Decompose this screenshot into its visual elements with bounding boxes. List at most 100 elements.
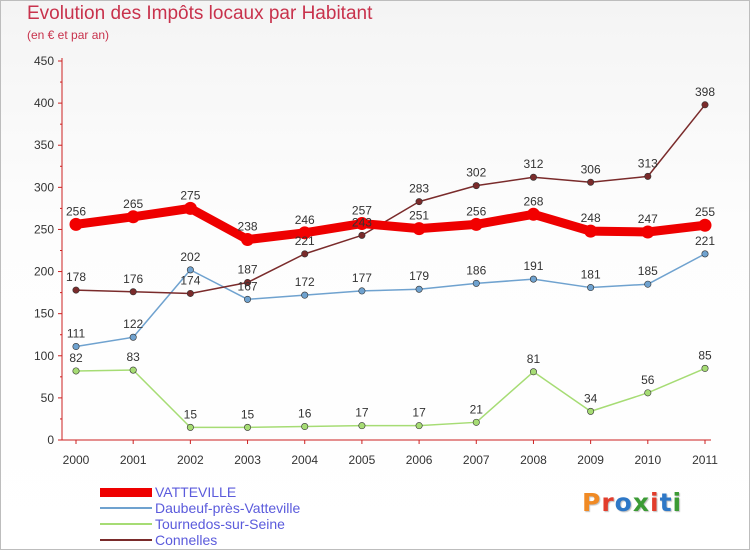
data-label-tournedos-sur-seine: 17 [412, 406, 426, 420]
x-tick-label: 2001 [120, 453, 147, 467]
data-point-tournedos-sur-seine [72, 367, 80, 375]
data-point-vatteville [526, 207, 540, 221]
data-point-connelles [644, 172, 652, 180]
data-point-daubeuf-pr-s-vatteville [129, 333, 137, 341]
data-point-vatteville [183, 201, 197, 215]
x-tick-label: 2010 [634, 453, 661, 467]
series-line-daubeuf-pr-s-vatteville [75, 253, 706, 348]
x-tick-label: 2002 [177, 453, 204, 467]
series-line-connelles [75, 104, 706, 295]
data-label-connelles: 221 [295, 234, 315, 248]
logo-letter: t [659, 488, 673, 517]
data-label-connelles: 187 [238, 263, 258, 277]
data-point-daubeuf-pr-s-vatteville [587, 284, 595, 292]
proxiti-logo: Proxiti [582, 488, 682, 517]
legend-label: Daubeuf-près-Vatteville [155, 500, 301, 516]
data-point-vatteville [698, 218, 712, 232]
data-label-tournedos-sur-seine: 21 [470, 402, 484, 416]
data-label-connelles: 243 [352, 215, 372, 229]
data-point-daubeuf-pr-s-vatteville [472, 279, 480, 287]
x-tick-label: 2008 [520, 453, 547, 467]
data-label-daubeuf-pr-s-vatteville: 167 [238, 279, 258, 293]
data-point-vatteville [298, 226, 312, 240]
data-label-tournedos-sur-seine: 81 [527, 352, 541, 366]
data-point-vatteville [126, 210, 140, 224]
data-point-connelles [358, 231, 366, 239]
data-point-daubeuf-pr-s-vatteville [72, 343, 80, 351]
legend-label: Connelles [155, 532, 218, 548]
logo-letter: r [601, 488, 615, 517]
logo-letter: i [672, 488, 683, 517]
data-label-daubeuf-pr-s-vatteville: 185 [638, 264, 658, 278]
legend-label: Tournedos-sur-Seine [155, 516, 285, 532]
data-label-connelles: 302 [466, 166, 486, 180]
legend-swatch [100, 507, 152, 509]
data-point-tournedos-sur-seine [472, 418, 480, 426]
logo-letter: P [582, 488, 602, 517]
data-point-daubeuf-pr-s-vatteville [644, 280, 652, 288]
y-tick-label: 450 [34, 54, 54, 68]
data-label-daubeuf-pr-s-vatteville: 177 [352, 271, 372, 285]
data-point-tournedos-sur-seine [415, 422, 423, 430]
data-point-connelles [587, 178, 595, 186]
data-point-tournedos-sur-seine [358, 422, 366, 430]
data-label-vatteville: 265 [123, 197, 143, 211]
legend-swatch [100, 488, 152, 497]
data-label-vatteville: 257 [352, 204, 372, 218]
y-tick-label: 50 [41, 391, 55, 405]
data-point-tournedos-sur-seine [129, 366, 137, 374]
data-point-vatteville [241, 233, 255, 247]
data-point-connelles [186, 289, 194, 297]
y-tick-label: 400 [34, 96, 54, 110]
data-point-tournedos-sur-seine [186, 423, 194, 431]
legend-swatch [100, 523, 152, 525]
data-point-daubeuf-pr-s-vatteville [358, 287, 366, 295]
x-tick-label: 2005 [349, 453, 376, 467]
y-tick-label: 250 [34, 222, 54, 236]
data-label-vatteville: 238 [238, 220, 258, 234]
y-tick-label: 0 [47, 433, 54, 447]
data-point-daubeuf-pr-s-vatteville [244, 295, 252, 303]
data-label-vatteville: 246 [295, 213, 315, 227]
data-label-tournedos-sur-seine: 16 [298, 407, 312, 421]
data-label-vatteville: 251 [409, 209, 429, 223]
data-label-daubeuf-pr-s-vatteville: 202 [180, 250, 200, 264]
data-point-tournedos-sur-seine [529, 368, 537, 376]
data-point-connelles [301, 250, 309, 258]
data-label-daubeuf-pr-s-vatteville: 122 [123, 317, 143, 331]
data-label-daubeuf-pr-s-vatteville: 181 [581, 268, 601, 282]
y-tick-label: 350 [34, 138, 54, 152]
data-label-vatteville: 255 [695, 205, 715, 219]
data-label-tournedos-sur-seine: 17 [355, 406, 369, 420]
data-point-connelles [529, 173, 537, 181]
data-label-daubeuf-pr-s-vatteville: 111 [67, 327, 86, 341]
series-line-vatteville [75, 203, 706, 245]
data-point-vatteville [69, 217, 83, 231]
data-point-vatteville [355, 217, 369, 231]
data-label-tournedos-sur-seine: 15 [184, 407, 198, 421]
x-tick-label: 2007 [463, 453, 490, 467]
data-label-daubeuf-pr-s-vatteville: 191 [523, 259, 543, 273]
data-point-vatteville [584, 224, 598, 238]
y-tick-label: 150 [34, 307, 54, 321]
data-point-connelles [72, 286, 80, 294]
data-point-connelles [472, 182, 480, 190]
data-point-daubeuf-pr-s-vatteville [701, 250, 709, 258]
data-point-daubeuf-pr-s-vatteville [186, 266, 194, 274]
data-point-vatteville [469, 217, 483, 231]
chart-title: Evolution des Impôts locaux par Habitant [27, 3, 373, 24]
x-tick-label: 2011 [692, 453, 718, 467]
legend-swatch [100, 539, 152, 541]
data-label-connelles: 176 [123, 272, 143, 286]
data-label-daubeuf-pr-s-vatteville: 179 [409, 269, 429, 283]
data-label-connelles: 306 [581, 162, 601, 176]
data-label-daubeuf-pr-s-vatteville: 221 [695, 234, 715, 248]
data-label-connelles: 174 [180, 273, 200, 287]
data-label-connelles: 313 [638, 156, 658, 170]
data-point-daubeuf-pr-s-vatteville [415, 285, 423, 293]
data-label-connelles: 312 [523, 157, 543, 171]
data-label-vatteville: 248 [581, 211, 601, 225]
data-label-tournedos-sur-seine: 83 [127, 350, 141, 364]
